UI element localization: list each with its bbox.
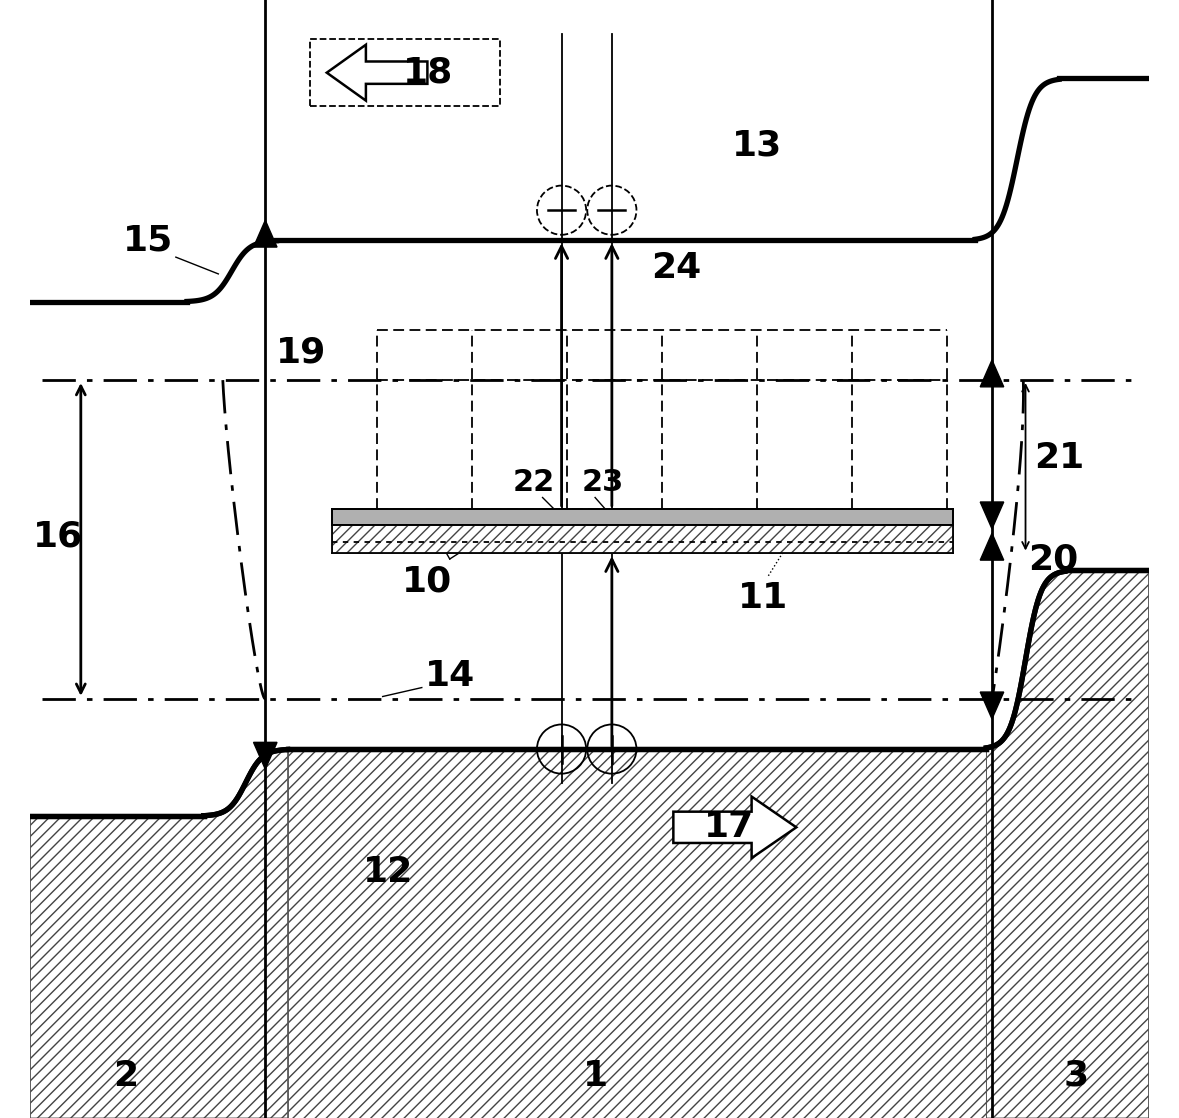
Text: 18: 18 bbox=[403, 56, 453, 89]
Text: 17: 17 bbox=[704, 811, 755, 844]
Bar bbox=[332, 509, 953, 525]
Text: 24: 24 bbox=[652, 252, 702, 285]
Polygon shape bbox=[288, 749, 987, 1118]
Text: 15: 15 bbox=[123, 224, 173, 257]
Bar bbox=[310, 39, 500, 106]
Text: 11: 11 bbox=[738, 581, 788, 615]
Bar bbox=[332, 525, 953, 553]
Text: 16: 16 bbox=[33, 520, 84, 553]
Text: 1: 1 bbox=[582, 1059, 607, 1092]
Text: 12: 12 bbox=[363, 855, 414, 889]
Text: 2: 2 bbox=[113, 1059, 138, 1092]
Polygon shape bbox=[253, 220, 277, 247]
Text: 23: 23 bbox=[581, 468, 624, 498]
Text: 19: 19 bbox=[276, 335, 327, 369]
Text: 20: 20 bbox=[1028, 542, 1079, 576]
Text: 22: 22 bbox=[513, 468, 555, 498]
Polygon shape bbox=[987, 570, 1148, 1118]
Text: 21: 21 bbox=[1034, 442, 1085, 475]
Polygon shape bbox=[327, 45, 428, 101]
Polygon shape bbox=[980, 533, 1003, 560]
Text: 3: 3 bbox=[1063, 1059, 1088, 1092]
Text: 13: 13 bbox=[732, 129, 783, 162]
Text: 10: 10 bbox=[402, 565, 453, 598]
Polygon shape bbox=[31, 749, 288, 1118]
Polygon shape bbox=[980, 502, 1003, 529]
Text: 14: 14 bbox=[424, 660, 475, 693]
Polygon shape bbox=[673, 796, 796, 859]
Polygon shape bbox=[253, 742, 277, 769]
Polygon shape bbox=[980, 360, 1003, 387]
Polygon shape bbox=[980, 692, 1003, 719]
